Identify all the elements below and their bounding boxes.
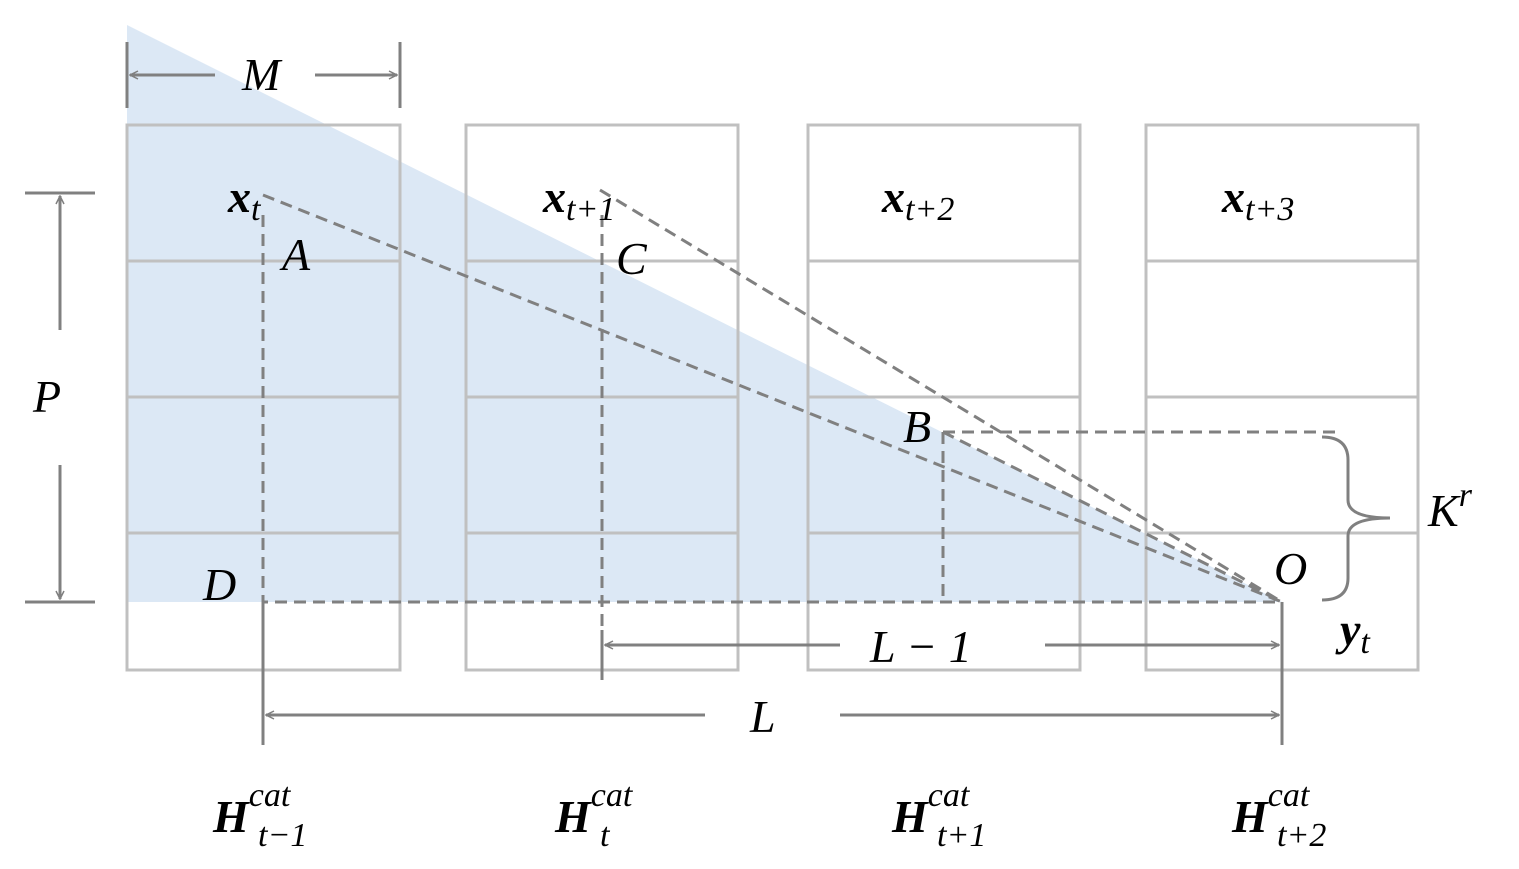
dimension-label: M bbox=[241, 49, 283, 100]
dimension-label: Kr bbox=[1427, 477, 1473, 536]
dimension-label: P bbox=[32, 371, 61, 422]
dimension-label: L bbox=[749, 691, 776, 742]
point-label: A bbox=[279, 229, 311, 280]
column-input: xt bbox=[227, 171, 262, 228]
column-state: Hcat t bbox=[554, 777, 634, 854]
column-input: xt+2 bbox=[881, 171, 954, 228]
point-label: B bbox=[903, 401, 931, 452]
labels: xt xt+1 xt+2 xt+3 Hcat t−1 Hcat t Hcat t+1 … bbox=[32, 49, 1473, 854]
column-state: Hcat t+2 bbox=[1231, 777, 1326, 854]
column-input: xt+1 bbox=[542, 171, 615, 228]
column-state: Hcat t+1 bbox=[891, 777, 986, 854]
construction-lines bbox=[261, 188, 1335, 745]
column-state: Hcat t−1 bbox=[212, 777, 307, 854]
column-input: xt+3 bbox=[1221, 171, 1294, 228]
shaded-region bbox=[127, 25, 1282, 602]
output-label: yt bbox=[1335, 604, 1371, 661]
dimension-arrows bbox=[25, 42, 1391, 715]
point-label: D bbox=[202, 559, 236, 610]
point-label: C bbox=[616, 233, 648, 284]
point-label: O bbox=[1274, 543, 1307, 594]
dimension-label: L − 1 bbox=[869, 621, 972, 672]
